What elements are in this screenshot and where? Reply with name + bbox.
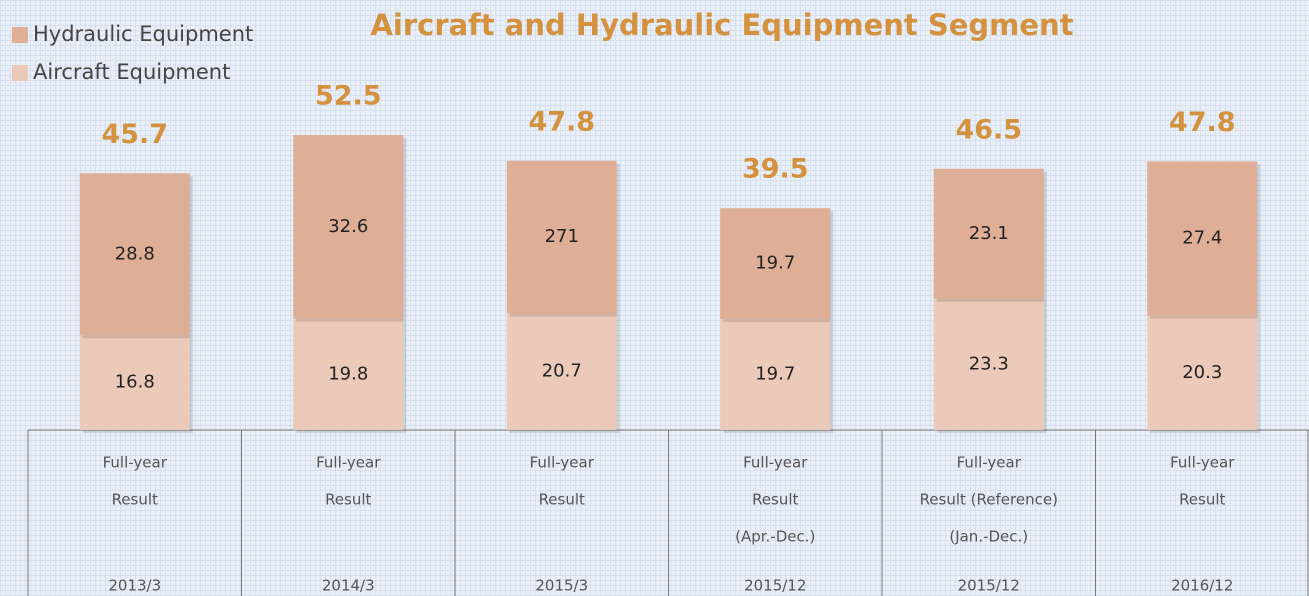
data-label: 20.7 (542, 361, 582, 382)
data-label: 19.8 (328, 363, 368, 384)
period-label: 2015/3 (535, 577, 588, 595)
chart-title: Aircraft and Hydraulic Equipment Segment (370, 8, 1073, 42)
x-tick-label: Result (752, 491, 798, 509)
data-label: 28.8 (115, 243, 155, 264)
x-tick-label: Full-year (957, 454, 1022, 472)
bar-segment (933, 298, 1044, 430)
data-label: 19.7 (755, 364, 795, 385)
data-label: 27.4 (1182, 228, 1222, 249)
bar-segment (720, 208, 831, 320)
x-tick-label: (Jan.-Dec.) (949, 528, 1028, 546)
x-tick-label: Result (539, 491, 585, 509)
bar-segment (79, 173, 190, 336)
x-tick-label: Full-year (530, 454, 595, 472)
legend-label: Aircraft Equipment (33, 60, 230, 84)
period-label: 2016/12 (1171, 577, 1233, 595)
bar-segment (79, 335, 190, 430)
x-tick-label: Result (Reference) (920, 491, 1058, 509)
bar-segment (1147, 161, 1258, 316)
data-label: 23.1 (969, 223, 1009, 244)
total-label: 46.5 (955, 114, 1022, 145)
data-label: 16.8 (115, 372, 155, 393)
bar-segment (1147, 315, 1258, 430)
total-label: 52.5 (315, 81, 382, 112)
data-label: 271 (545, 226, 579, 247)
bar-segment (506, 313, 617, 430)
period-label: 2015/12 (958, 577, 1020, 595)
bar-segment (506, 160, 617, 314)
x-tick-label: Full-year (743, 454, 808, 472)
bar-segment (720, 319, 831, 430)
total-label: 47.8 (1169, 107, 1236, 138)
legend-label: Hydraulic Equipment (33, 22, 253, 46)
x-tick-label: Result (112, 491, 158, 509)
period-label: 2015/12 (744, 577, 806, 595)
bar-segment (933, 168, 1044, 299)
total-label: 45.7 (101, 119, 168, 150)
period-label: 2013/3 (108, 577, 161, 595)
total-label: 47.8 (528, 106, 595, 137)
data-label: 32.6 (328, 216, 368, 237)
data-label: 23.3 (969, 353, 1009, 374)
x-tick-label: Full-year (1170, 454, 1235, 472)
x-tick-label: Full-year (103, 454, 168, 472)
x-tick-label: Result (1179, 491, 1225, 509)
legend-swatch (12, 65, 28, 81)
bar-segment (293, 135, 404, 319)
data-label: 20.3 (1182, 362, 1222, 383)
legend-swatch (12, 27, 28, 43)
x-tick-label: Full-year (316, 454, 381, 472)
x-tick-label: Result (325, 491, 371, 509)
bar-segment (293, 318, 404, 430)
period-label: 2014/3 (322, 577, 375, 595)
data-label: 19.7 (755, 253, 795, 274)
total-label: 39.5 (742, 154, 809, 185)
x-tick-label: (Apr.-Dec.) (735, 528, 815, 546)
